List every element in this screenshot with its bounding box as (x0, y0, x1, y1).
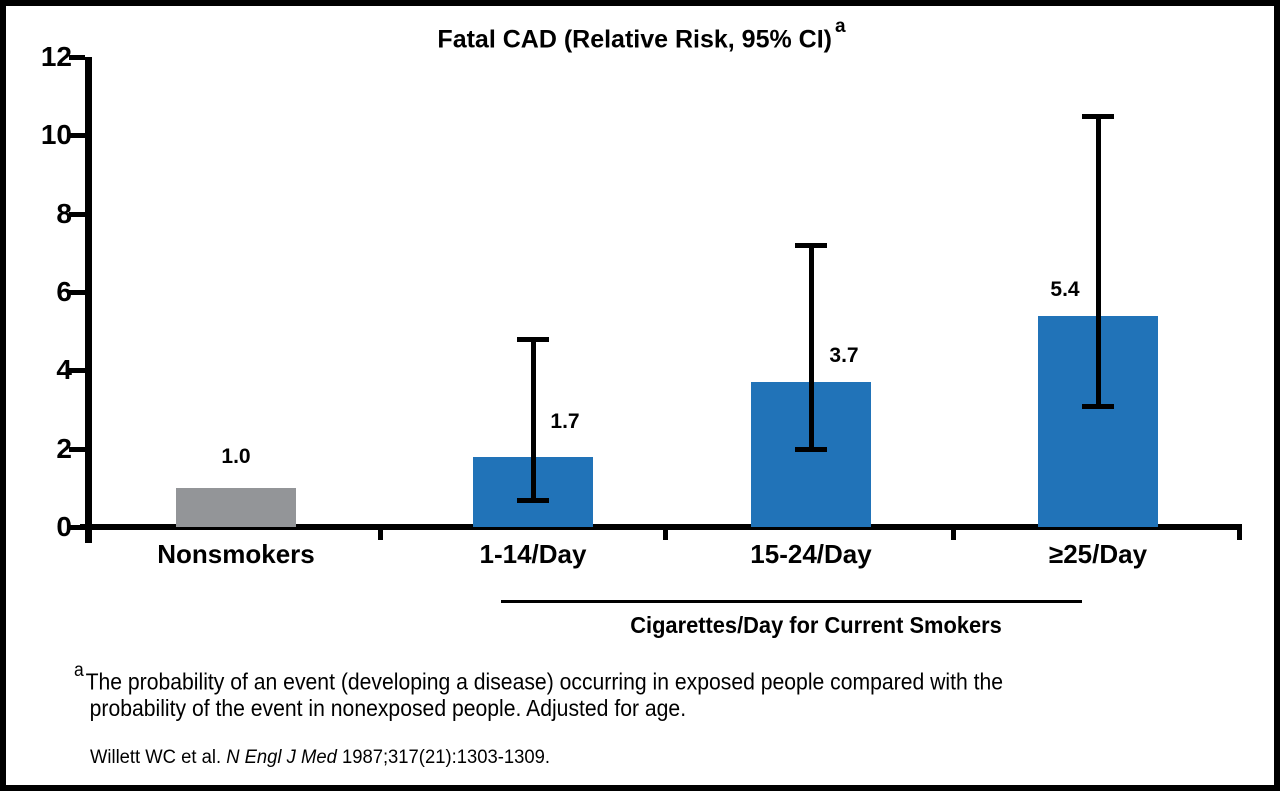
y-tick-mark (69, 525, 85, 530)
category-label-1-14-day: 1-14/Day (479, 539, 587, 569)
y-tick-mark (69, 290, 85, 295)
error-bar-line-15-24-day (809, 245, 814, 449)
x-axis-line (80, 524, 1242, 530)
y-tick-label: 4 (56, 354, 72, 386)
category-label-25-day: ≥25/Day (1048, 539, 1148, 569)
x-tick-mark (1237, 524, 1242, 540)
chart-title-text: Fatal CAD (Relative Risk, 95% CI) (437, 25, 832, 54)
error-bar-cap-top-1-14-day (517, 337, 549, 342)
y-tick-label: 2 (56, 432, 72, 464)
y-tick-mark (69, 446, 85, 452)
footnote-line1: The probability of an event (developing … (85, 668, 1004, 695)
x-tick-mark (663, 524, 668, 540)
chart-title: Fatal CAD (Relative Risk, 95% CI) a (0, 16, 1280, 54)
y-tick-mark (69, 368, 85, 374)
value-label-15-24-day: 3.7 (829, 344, 859, 368)
y-tick-label: 12 (40, 41, 72, 72)
y-tick-mark (69, 211, 85, 217)
x-tick-mark (951, 524, 956, 540)
error-bar-cap-top-25-day (1082, 113, 1114, 119)
error-bar-cap-bottom-1-14-day (517, 497, 549, 503)
error-bar-cap-bottom-15-24-day (795, 446, 827, 452)
smokers-group-underline (501, 600, 1082, 603)
error-bar-cap-bottom-25-day (1082, 403, 1114, 409)
category-label-nonsmokers: Nonsmokers (157, 539, 315, 569)
footnote-marker: a (74, 660, 84, 681)
citation-suffix: 1987;317(21):1303-1309. (336, 747, 550, 768)
value-label-25-day: 5.4 (1050, 277, 1080, 301)
y-tick-label: 8 (56, 197, 72, 229)
citation: Willett WC et al. N Engl J Med 1987;317(… (90, 747, 550, 769)
y-tick-label: 0 (56, 511, 72, 542)
smokers-group-label: Cigarettes/Day for Current Smokers (630, 612, 1002, 638)
y-tick-mark (69, 133, 85, 139)
error-bar-line-1-14-day (531, 339, 536, 500)
error-bar-cap-top-15-24-day (795, 243, 827, 248)
y-tick-label: 6 (56, 276, 72, 307)
y-axis-line (85, 57, 92, 543)
title-superscript-a: a (835, 16, 846, 37)
footnote-line2: probability of the event in nonexposed p… (89, 694, 687, 721)
citation-journal: N Engl J Med (226, 747, 337, 768)
bar-nonsmokers (176, 487, 296, 527)
category-label-15-24-day: 15-24/Day (750, 539, 872, 569)
footnote: aThe probability of an event (developing… (74, 660, 1215, 721)
value-label-1-14-day: 1.7 (550, 409, 580, 433)
value-label-nonsmokers: 1.0 (221, 444, 251, 468)
x-tick-mark (378, 524, 383, 540)
y-tick-label: 10 (40, 119, 72, 151)
citation-prefix: Willett WC et al. (90, 747, 227, 768)
error-bar-line-25-day (1096, 115, 1101, 406)
y-tick-mark (69, 55, 85, 60)
